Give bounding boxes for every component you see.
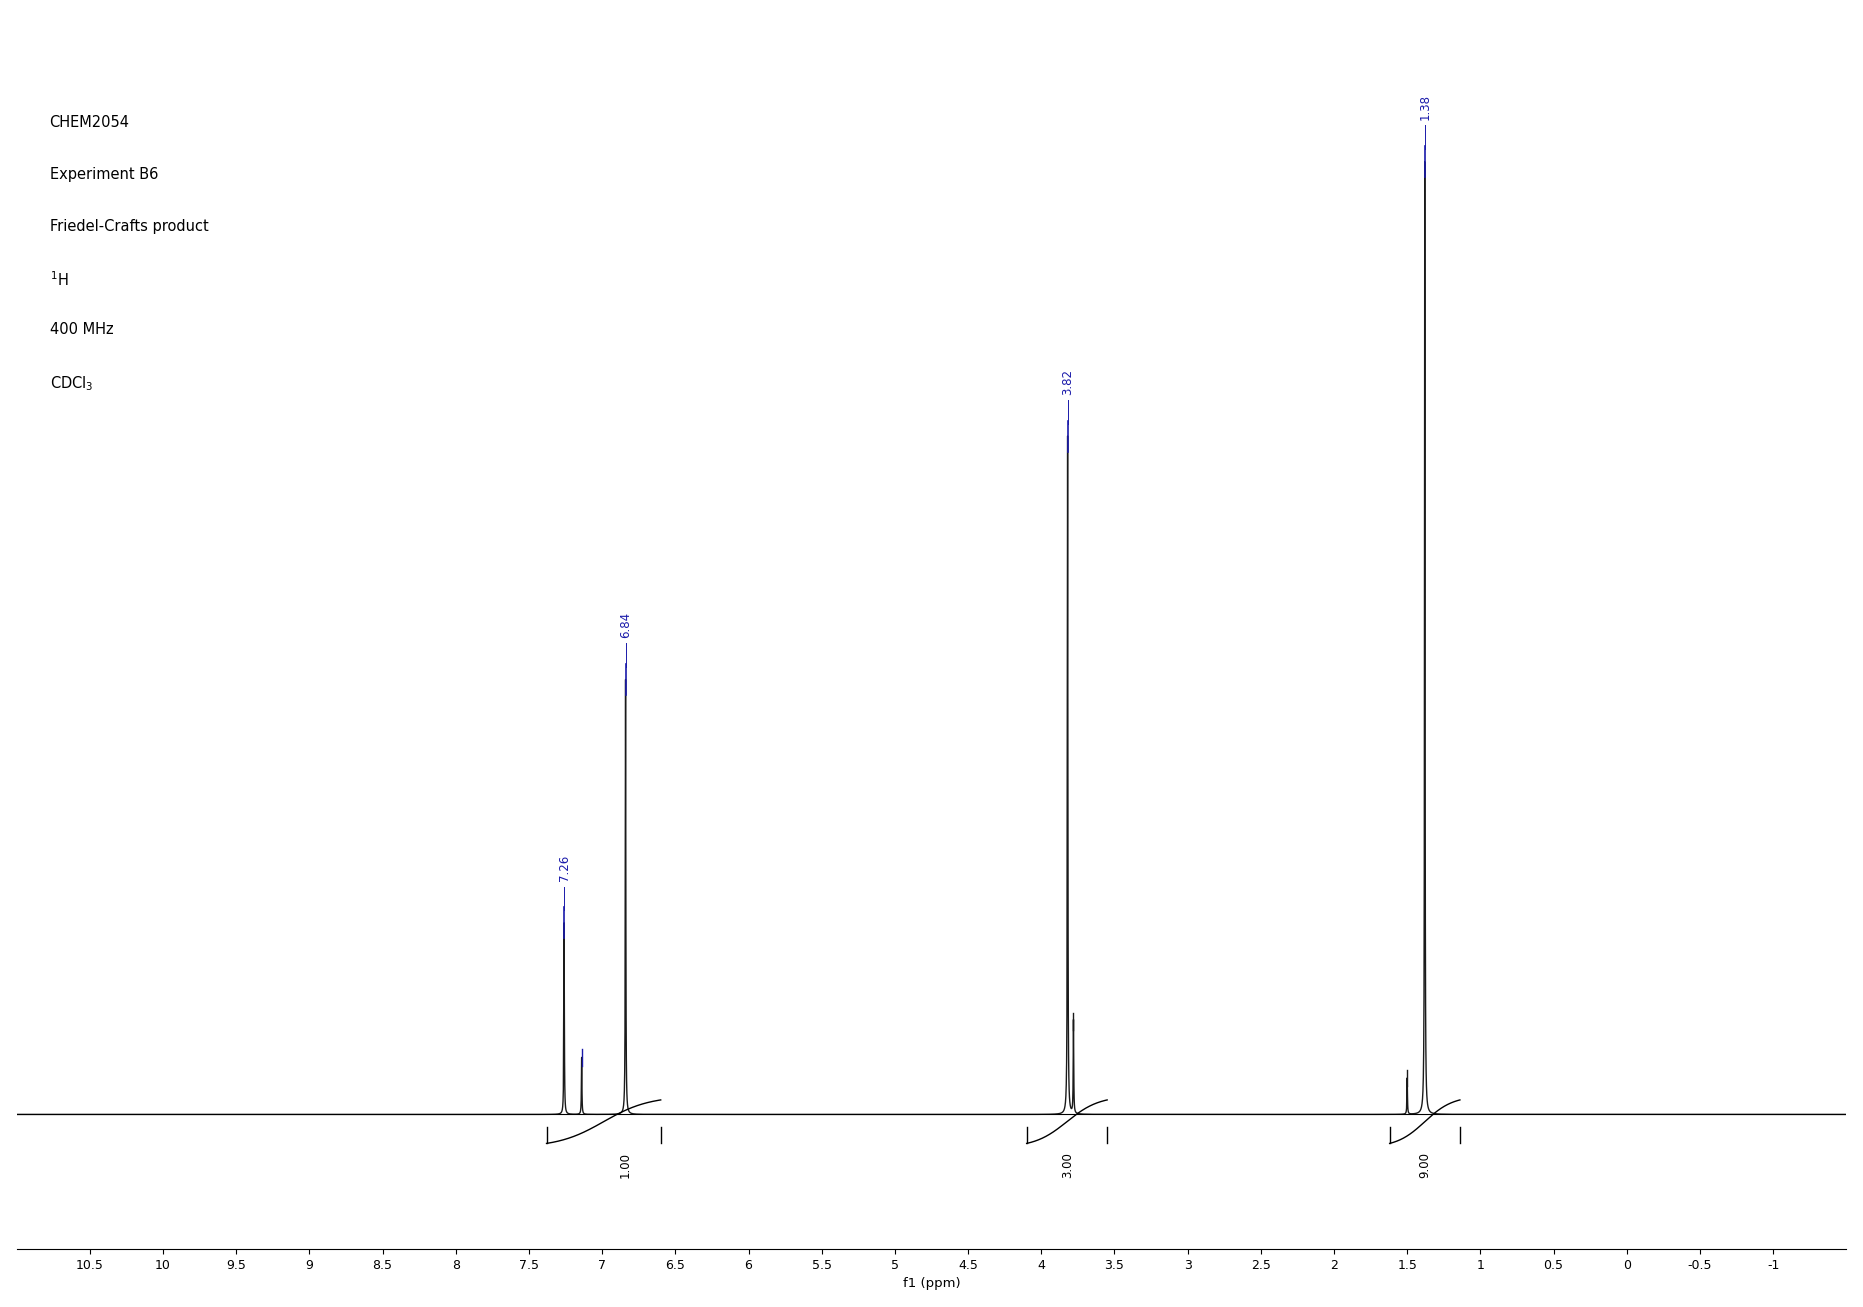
Text: 9.00: 9.00 bbox=[1418, 1151, 1431, 1178]
Text: 3.82: 3.82 bbox=[1062, 369, 1075, 395]
Text: 1.00: 1.00 bbox=[619, 1151, 632, 1178]
Text: 3.00: 3.00 bbox=[1062, 1151, 1075, 1178]
X-axis label: f1 (ppm): f1 (ppm) bbox=[904, 1277, 959, 1290]
Text: 1.38: 1.38 bbox=[1418, 94, 1431, 120]
Text: Experiment B6: Experiment B6 bbox=[50, 167, 158, 182]
Text: 6.84: 6.84 bbox=[619, 612, 632, 638]
Text: 7.26: 7.26 bbox=[557, 855, 570, 881]
Text: 400 MHz: 400 MHz bbox=[50, 323, 114, 337]
Text: $^{1}$H: $^{1}$H bbox=[50, 271, 69, 289]
Text: CHEM2054: CHEM2054 bbox=[50, 115, 130, 131]
Text: CDCl$_3$: CDCl$_3$ bbox=[50, 374, 93, 393]
Text: Friedel-Crafts product: Friedel-Crafts product bbox=[50, 218, 209, 234]
